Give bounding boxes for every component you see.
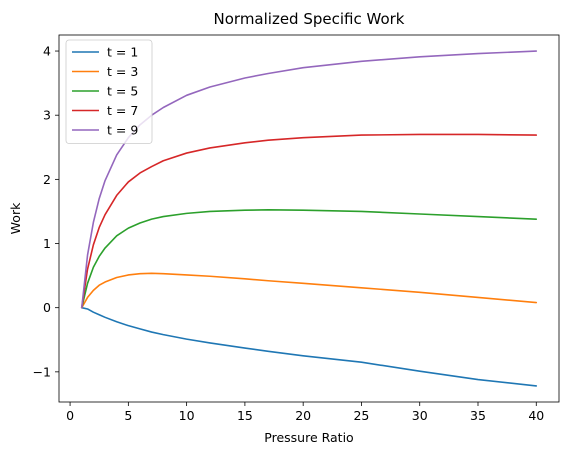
legend-label: t = 7 [107,103,138,118]
plot-frame [58,34,560,403]
x-tick-label: 5 [124,408,132,423]
y-tick-label: 2 [43,172,51,187]
x-tick-label: 25 [353,408,369,423]
x-axis: 0 5 10 15 20 25 30 35 40 [66,402,544,423]
x-tick-label: 10 [179,408,195,423]
series-layer [80,50,538,387]
y-tick-label: 3 [43,108,51,123]
x-tick-label: 40 [528,408,544,423]
y-tick-label: −1 [33,364,51,379]
series-line-5 [80,50,538,309]
series-line-3 [80,209,538,309]
legend: t = 1 t = 3 t = 5 t = 7 t = 9 [65,39,153,144]
series-line-2 [80,272,538,309]
x-axis-label: Pressure Ratio [264,430,353,445]
chart-title: Normalized Specific Work [214,10,405,28]
x-tick-label: 35 [470,408,486,423]
x-tick-label: 15 [237,408,253,423]
y-tick-label: 0 [43,300,51,315]
series-line-4 [80,133,538,309]
x-tick-label: 30 [412,408,428,423]
legend-box [65,39,153,144]
x-tick-label: 20 [295,408,311,423]
legend-label: t = 1 [107,45,138,60]
y-tick-label: 1 [43,236,51,251]
series-line-1 [80,306,538,387]
x-tick-label: 0 [66,408,74,423]
y-tick-label: 4 [43,44,51,59]
y-axis-label: Work [8,202,23,234]
y-axis: −1 0 1 2 3 4 [33,44,59,379]
legend-label: t = 5 [107,84,138,99]
legend-label: t = 3 [107,64,138,79]
legend-label: t = 9 [107,123,138,138]
